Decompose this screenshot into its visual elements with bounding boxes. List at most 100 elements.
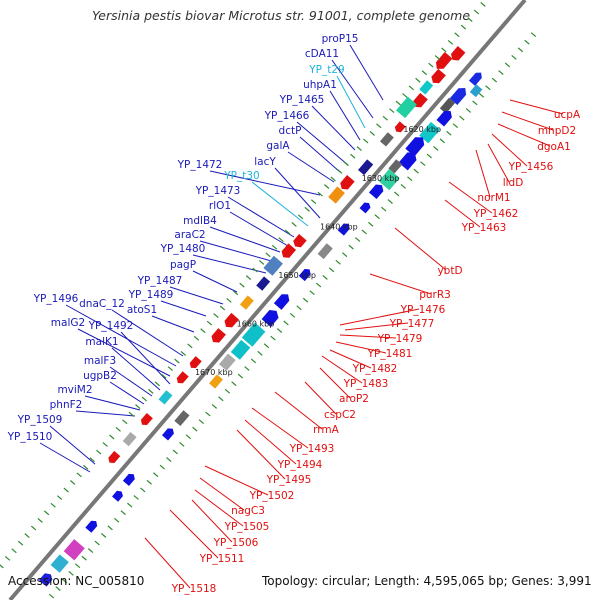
- kbp-tick-label: 1630 kbp: [362, 174, 400, 183]
- gene-feature: [189, 356, 202, 369]
- leader-line: [209, 226, 281, 253]
- leader-line: [75, 410, 136, 417]
- gene-features: [38, 46, 483, 587]
- gene-label-left: mviM2: [57, 384, 92, 396]
- gene-feature: [419, 80, 434, 95]
- gene-feature: [241, 322, 266, 347]
- tick-mark: [187, 343, 193, 349]
- gene-label-right: norM1: [477, 192, 510, 204]
- tick-mark: [472, 100, 478, 106]
- gene-label-right: YP_1483: [343, 378, 389, 390]
- tick-mark: [231, 381, 237, 387]
- gene-label-left: YP_t30: [223, 170, 259, 182]
- tick-mark: [460, 24, 467, 30]
- leader-line: [299, 136, 341, 173]
- leader-line: [160, 300, 207, 317]
- tick-mark: [250, 358, 257, 364]
- gene-feature: [263, 255, 283, 276]
- gene-feature: [413, 92, 428, 108]
- tick-mark: [200, 328, 206, 334]
- leader-line: [335, 341, 387, 354]
- tick-mark: [81, 555, 87, 561]
- gene-feature: [224, 312, 239, 328]
- tick-mark: [354, 237, 361, 242]
- tick-mark: [530, 32, 537, 38]
- gene-label-right: YP_1479: [377, 333, 423, 345]
- tick-mark: [83, 464, 89, 470]
- tick-mark: [107, 525, 113, 531]
- tick-mark: [226, 297, 232, 303]
- tick-mark: [257, 350, 263, 356]
- gene-label-left: YP_1473: [195, 185, 241, 197]
- gene-label-left: galA: [266, 140, 290, 152]
- gene-feature: [435, 52, 453, 69]
- gene-label-left: proP15: [322, 33, 359, 45]
- tick-mark: [205, 411, 211, 417]
- tick-mark: [335, 259, 341, 265]
- gene-label-left: cDA11: [305, 48, 339, 60]
- gene-label-right: aroP2: [339, 393, 369, 405]
- gene-feature: [405, 137, 425, 157]
- gene-feature: [317, 243, 333, 260]
- gene-label-right: YP_1481: [367, 348, 413, 360]
- tick-mark: [284, 229, 291, 235]
- gene-feature: [398, 152, 417, 171]
- tick-mark: [11, 548, 17, 554]
- leader-line: [274, 167, 321, 219]
- gene-label-right: YP_1506: [213, 537, 259, 549]
- leader-line: [169, 509, 219, 559]
- tick-mark: [278, 237, 284, 243]
- kbp-tick-label: 1670 kbp: [195, 368, 233, 377]
- leader-line: [319, 367, 351, 399]
- tick-mark: [337, 168, 343, 174]
- tick-mark: [485, 85, 491, 91]
- tick-mark: [192, 426, 198, 432]
- gene-label-left: YP_1466: [264, 110, 310, 122]
- leader-line: [311, 105, 356, 151]
- tick-mark: [478, 92, 485, 98]
- gene-label-right: ucpA: [554, 109, 581, 121]
- gene-feature: [388, 159, 403, 174]
- leader-line: [394, 227, 447, 271]
- tick-mark: [180, 351, 187, 356]
- tick-mark: [459, 115, 465, 121]
- tick-mark: [395, 100, 401, 106]
- tick-mark: [239, 282, 245, 288]
- gene-label-right: mhpD2: [538, 125, 576, 137]
- gene-feature: [337, 223, 350, 236]
- leader-line: [296, 121, 349, 166]
- gene-feature: [379, 132, 394, 147]
- tick-mark: [68, 570, 74, 576]
- leader-line: [227, 196, 295, 238]
- tick-mark: [232, 290, 239, 296]
- gene-label-left: phnF2: [50, 399, 83, 411]
- leader-line: [229, 211, 289, 247]
- gene-label-right: cspC2: [324, 409, 356, 421]
- tick-mark: [407, 176, 413, 182]
- tick-mark: [263, 343, 270, 349]
- gene-label-right: lldD: [503, 177, 524, 189]
- tick-mark: [37, 517, 43, 523]
- kbp-tick-label: 1660 kbp: [237, 319, 275, 328]
- tick-mark: [61, 578, 68, 584]
- tick-mark: [441, 47, 447, 53]
- tick-mark: [330, 176, 336, 182]
- tick-mark: [491, 77, 498, 83]
- gene-feature: [469, 84, 483, 98]
- tick-mark: [0, 564, 4, 569]
- tick-mark: [428, 62, 434, 68]
- gene-feature: [38, 573, 53, 587]
- gene-feature: [230, 339, 251, 360]
- tick-mark: [167, 366, 174, 372]
- gene-label-right: YP_1505: [224, 521, 270, 533]
- tick-mark: [276, 328, 283, 333]
- gene-label-right: YP_1456: [508, 161, 554, 173]
- gene-label-right: YP_1462: [473, 208, 519, 220]
- tick-mark: [322, 275, 328, 280]
- gene-feature: [239, 295, 254, 310]
- leader-line: [144, 537, 191, 589]
- leader-line: [349, 44, 384, 101]
- gene-feature: [122, 431, 137, 447]
- leader-line: [111, 309, 184, 357]
